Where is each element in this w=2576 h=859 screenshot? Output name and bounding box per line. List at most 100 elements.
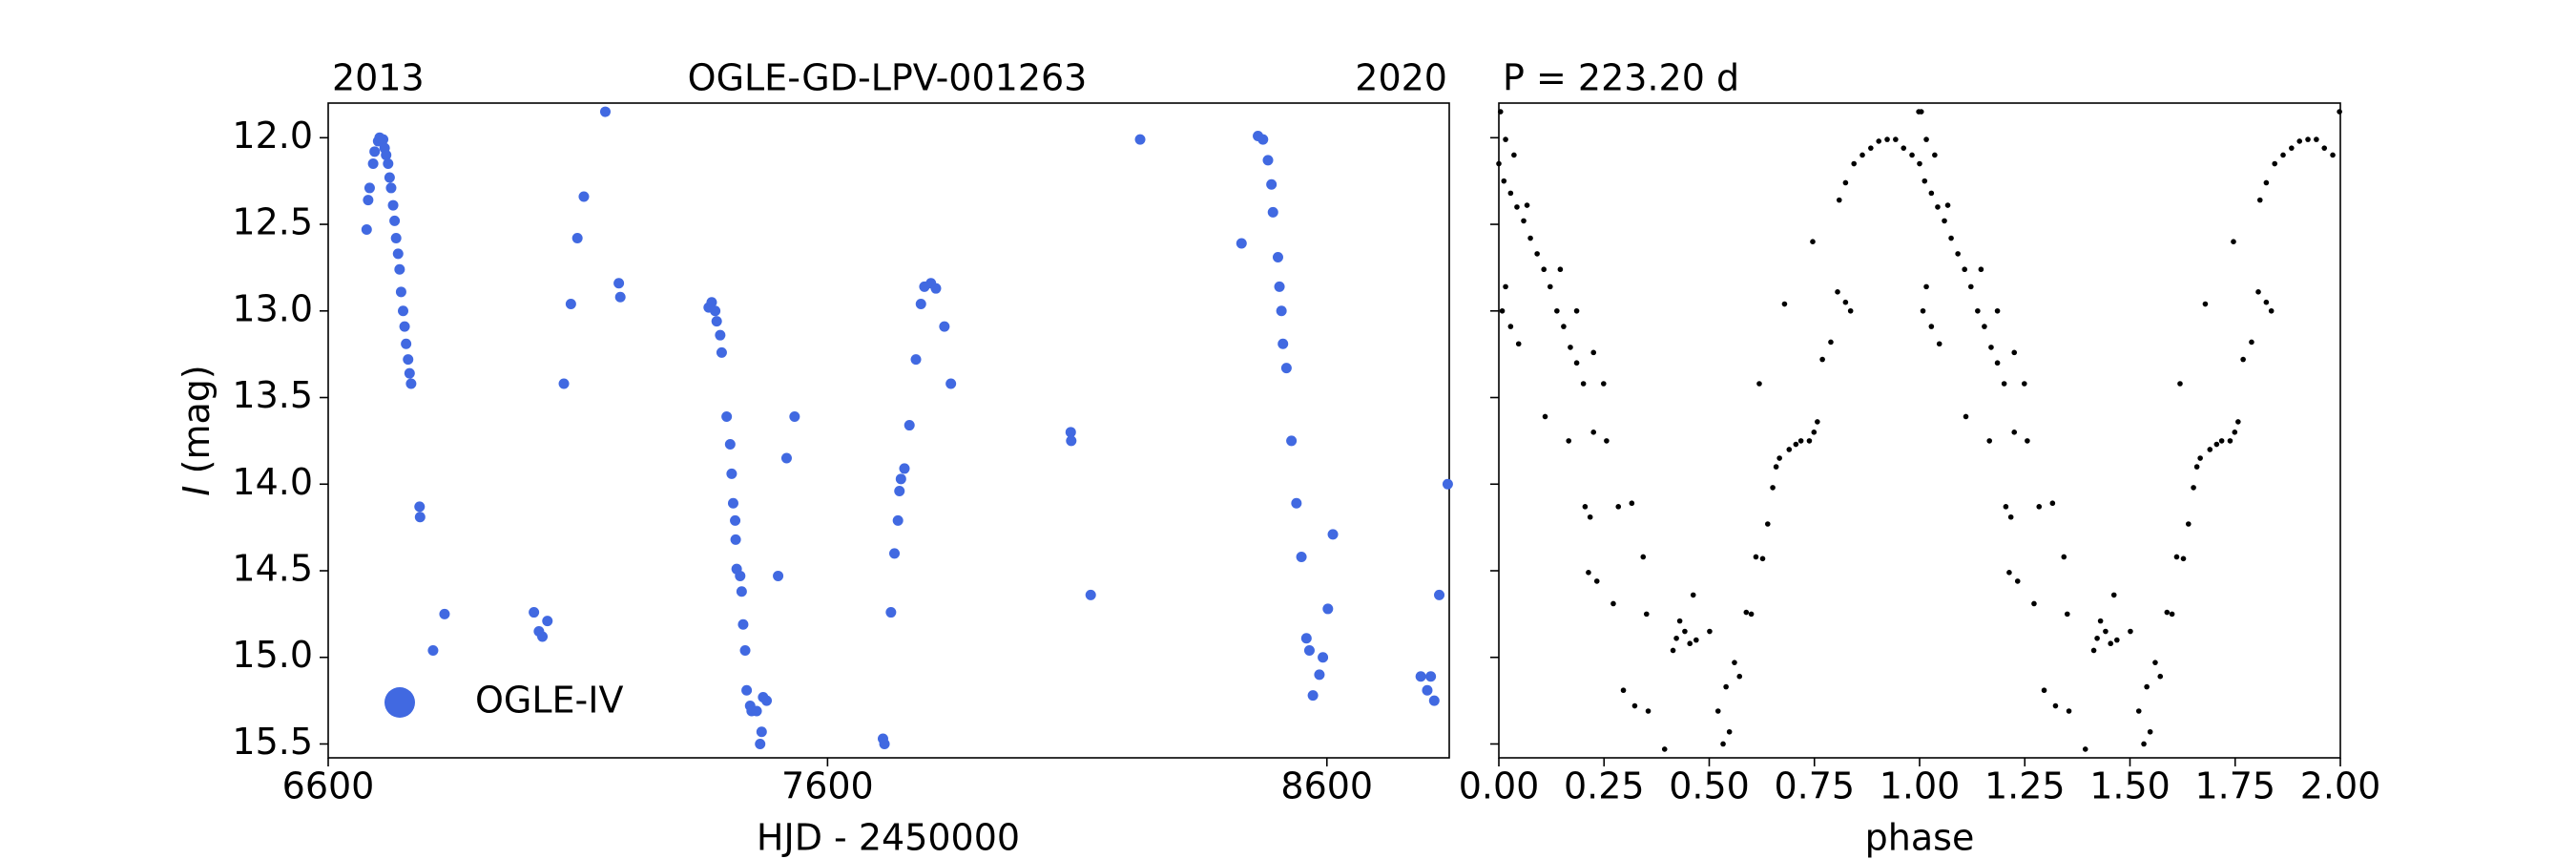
data-point bbox=[1434, 589, 1445, 600]
data-point bbox=[1753, 554, 1759, 560]
y-axis-unit: (mag) bbox=[176, 365, 218, 473]
data-point bbox=[1236, 238, 1247, 249]
data-point bbox=[367, 158, 379, 170]
data-point bbox=[1541, 266, 1547, 273]
data-point bbox=[895, 473, 906, 485]
data-point bbox=[1923, 136, 1929, 142]
data-point bbox=[2108, 640, 2114, 647]
data-point bbox=[1676, 618, 1683, 624]
data-point bbox=[2157, 673, 2164, 680]
data-point bbox=[2090, 647, 2097, 654]
data-point bbox=[2191, 485, 2196, 491]
data-point bbox=[401, 338, 412, 349]
data-point bbox=[405, 378, 417, 389]
data-point bbox=[1643, 611, 1650, 618]
plot-frame bbox=[327, 102, 1450, 759]
x-tick-label: 0.25 bbox=[1564, 765, 1645, 807]
data-point bbox=[2003, 504, 2009, 510]
data-point bbox=[364, 182, 375, 194]
data-point bbox=[2049, 500, 2056, 507]
data-point bbox=[1868, 145, 1874, 151]
x-tick-label: 0.00 bbox=[1459, 765, 1540, 807]
data-point bbox=[773, 570, 784, 581]
data-point bbox=[2014, 578, 2021, 584]
data-point bbox=[1714, 708, 1721, 714]
data-point bbox=[1948, 235, 1954, 241]
data-point bbox=[2232, 430, 2238, 435]
data-point bbox=[1629, 500, 1635, 507]
data-point bbox=[1743, 609, 1750, 616]
data-point bbox=[2202, 301, 2209, 307]
chart-title: OGLE-GD-LPV-001263 bbox=[688, 57, 1088, 99]
data-point bbox=[414, 501, 426, 513]
data-point bbox=[2231, 239, 2236, 244]
data-point bbox=[1631, 702, 1638, 709]
data-point bbox=[394, 263, 405, 275]
data-point bbox=[1425, 671, 1437, 682]
data-point bbox=[894, 486, 905, 497]
data-point bbox=[2289, 145, 2295, 151]
data-point bbox=[1640, 554, 1647, 560]
data-point bbox=[1428, 695, 1440, 706]
data-point bbox=[1773, 464, 1779, 470]
data-point bbox=[1811, 430, 1818, 435]
data-point bbox=[2255, 289, 2261, 295]
data-point bbox=[1524, 202, 1530, 208]
data-point bbox=[1928, 324, 1935, 329]
data-point bbox=[2249, 339, 2254, 346]
x-tick-label: 7600 bbox=[781, 765, 874, 807]
data-point bbox=[2235, 419, 2241, 425]
data-point bbox=[2227, 438, 2233, 444]
data-point bbox=[2321, 145, 2328, 151]
data-point bbox=[529, 607, 540, 618]
data-point bbox=[2218, 438, 2225, 444]
data-point bbox=[761, 695, 773, 706]
data-point bbox=[1707, 628, 1713, 635]
data-point bbox=[2280, 152, 2286, 158]
data-point bbox=[403, 354, 414, 366]
data-point bbox=[1847, 307, 1854, 314]
data-point bbox=[2256, 197, 2263, 203]
data-point bbox=[730, 534, 741, 545]
data-point bbox=[1810, 239, 1816, 244]
data-point bbox=[904, 420, 915, 431]
data-point bbox=[2141, 741, 2147, 747]
x-tick-label: 1.50 bbox=[2089, 765, 2171, 807]
data-point bbox=[1257, 134, 1269, 145]
data-point bbox=[599, 106, 611, 117]
data-point bbox=[1736, 673, 1743, 680]
data-point bbox=[727, 497, 738, 509]
data-point bbox=[1568, 345, 1573, 350]
data-point bbox=[1507, 324, 1514, 329]
data-point bbox=[726, 468, 737, 479]
data-point bbox=[730, 514, 741, 526]
data-point bbox=[1776, 455, 1782, 461]
data-point bbox=[2011, 349, 2018, 356]
data-point bbox=[1923, 283, 1929, 290]
data-point bbox=[2022, 381, 2027, 387]
data-point bbox=[1693, 637, 1699, 643]
data-point bbox=[1936, 341, 1942, 347]
data-point bbox=[383, 158, 394, 170]
data-point bbox=[2103, 628, 2109, 635]
data-point bbox=[1620, 687, 1627, 694]
data-point bbox=[1561, 324, 1567, 329]
data-point bbox=[721, 410, 733, 422]
data-point bbox=[1944, 202, 1951, 208]
data-point bbox=[780, 452, 792, 464]
data-point bbox=[945, 378, 957, 389]
data-point bbox=[1266, 178, 1278, 190]
data-point bbox=[2197, 455, 2203, 461]
data-point bbox=[1842, 299, 1849, 305]
data-point bbox=[1909, 152, 1915, 158]
data-point bbox=[711, 316, 722, 327]
data-point bbox=[1732, 660, 1737, 665]
data-point bbox=[930, 283, 942, 294]
data-point bbox=[2173, 554, 2180, 560]
data-point bbox=[741, 684, 753, 696]
data-point bbox=[1842, 179, 1849, 186]
data-point bbox=[389, 215, 401, 226]
data-point bbox=[1851, 160, 1858, 167]
data-point bbox=[724, 439, 736, 450]
data-point bbox=[1994, 307, 2001, 314]
